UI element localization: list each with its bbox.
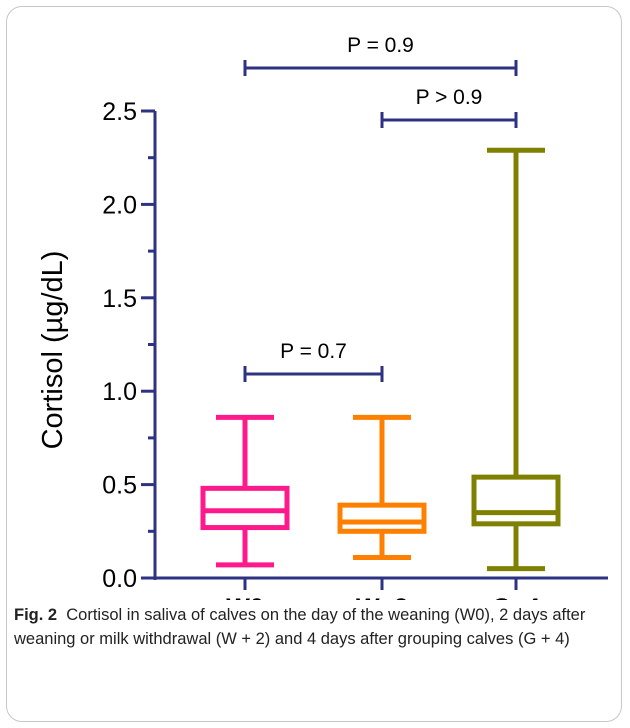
comparison-bracket: P > 0.9 [380, 86, 518, 128]
p-value-label: P > 0.9 [416, 86, 483, 109]
p-value-label: P = 0.7 [280, 340, 347, 363]
box-g-4 [471, 147, 561, 572]
iqr-box [200, 485, 290, 531]
x-tick-label: W0 [226, 594, 264, 600]
x-tick-label: G+4 [492, 594, 540, 600]
y-tick-label: 0.0 [102, 565, 137, 593]
box-series [200, 147, 561, 572]
cortisol-box-plot: 0.0 0.5 1.0 1.5 2.0 2.5 W0 W+2 G+4 P = 0.9 P > 0.… [37, 34, 608, 600]
y-tick-label: 1.0 [102, 378, 137, 406]
comparison-bracket: P = 0.9 [243, 34, 518, 76]
significance-brackets: P = 0.9 P > 0.9 P = 0.7 [243, 34, 518, 382]
y-tick-label: 0.5 [102, 472, 137, 500]
x-tick-label: W+2 [356, 594, 408, 600]
box-w0 [200, 414, 290, 568]
y-tick-label: 1.5 [102, 285, 137, 313]
iqr-box [471, 474, 561, 527]
box-w-2 [337, 414, 427, 560]
y-tick-label: 2.0 [102, 191, 137, 219]
caption-text: Cortisol in saliva of calves on the day … [14, 606, 586, 648]
figure-frame [6, 6, 622, 722]
axes: 0.0 0.5 1.0 1.5 2.0 2.5 W0 W+2 G+4 [102, 98, 608, 600]
iqr-box [337, 502, 427, 534]
y-tick-label: 2.5 [102, 98, 137, 126]
p-value-label: P = 0.9 [347, 34, 414, 57]
caption-label: Fig. 2 [14, 606, 58, 624]
comparison-bracket: P = 0.7 [243, 340, 384, 382]
y-axis-label: Cortisol (µg/dL) [37, 251, 69, 450]
figure-caption: Fig. 2 Cortisol in saliva of calves on t… [14, 604, 614, 651]
